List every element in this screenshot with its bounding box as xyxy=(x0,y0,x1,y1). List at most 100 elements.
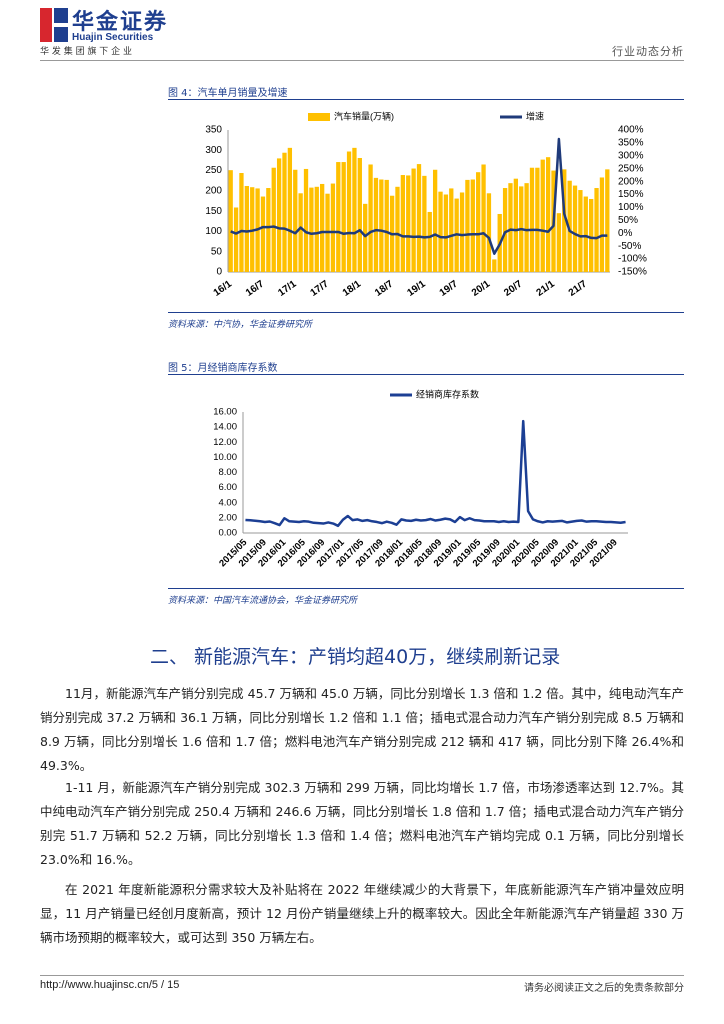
y-tick-label: 6.00 xyxy=(219,482,238,493)
legend-label: 经销商库存系数 xyxy=(416,388,479,399)
caption-rule xyxy=(168,99,684,100)
paragraph: 1-11 月，新能源汽车产销分别完成 302.3 万辆和 299 万辆，同比均增… xyxy=(40,780,684,867)
bar xyxy=(341,162,346,272)
caption-rule xyxy=(168,374,684,375)
bar xyxy=(508,183,513,272)
x-tick-label: 17/7 xyxy=(309,278,332,298)
tagline: 华 发 集 团 旗 下 企 业 xyxy=(40,47,133,57)
y-tick-label: 4.00 xyxy=(219,497,238,508)
report-type: 行业动态分析 xyxy=(612,45,684,58)
bar xyxy=(239,173,244,272)
bar xyxy=(233,207,239,272)
legend-label: 汽车销量(万辆) xyxy=(334,110,394,121)
bar xyxy=(459,192,465,272)
bar xyxy=(492,259,497,272)
x-tick-label: 17/1 xyxy=(276,278,299,298)
figure-source: 资料来源：中国汽车流通协会，华金证券研究所 xyxy=(168,596,358,606)
bar xyxy=(562,169,567,272)
section-title: 二、 新能源汽车：产销均超40万，继续刷新记录 xyxy=(150,646,561,668)
bar xyxy=(400,175,406,272)
bar xyxy=(449,188,454,272)
y-tick-label: 14.00 xyxy=(213,422,237,433)
y-tick-label: 100 xyxy=(205,226,222,237)
charts: 0 50 100 150 200 250 300 350 -150% -100% -50% 0% 50%… xyxy=(205,110,647,569)
bar xyxy=(481,164,486,272)
bar xyxy=(589,198,594,272)
source-rule xyxy=(168,588,684,589)
source-rule xyxy=(168,312,684,313)
y-tick-label: 50 xyxy=(211,246,223,257)
bar xyxy=(438,191,443,272)
brand-cn: 华金证券 xyxy=(72,10,169,35)
y2-tick-label: 400% xyxy=(618,125,644,136)
bar xyxy=(529,167,535,272)
bar xyxy=(567,180,572,272)
bar xyxy=(303,168,309,272)
bar xyxy=(578,190,583,272)
bar xyxy=(346,151,352,272)
bar xyxy=(572,185,578,272)
bar xyxy=(406,175,411,272)
bar xyxy=(605,169,610,272)
bar xyxy=(465,179,470,272)
bar xyxy=(336,162,341,272)
bar xyxy=(330,183,336,272)
y2-tick-label: 350% xyxy=(618,138,644,149)
x-tick-label: 18/1 xyxy=(341,278,364,298)
bar xyxy=(513,178,518,272)
y-tick-label: 16.00 xyxy=(213,407,237,418)
x-tick-label: 18/7 xyxy=(373,278,396,298)
x-tick-label: 19/1 xyxy=(405,278,428,298)
bar xyxy=(422,175,427,272)
bar xyxy=(228,170,233,272)
x-tick-label: 16/7 xyxy=(244,278,267,298)
y-tick-label: 10.00 xyxy=(213,452,237,463)
bar xyxy=(384,179,389,272)
footer-rule xyxy=(40,975,684,976)
bar xyxy=(535,167,540,272)
bar xyxy=(443,194,449,272)
bar xyxy=(470,179,475,272)
bar xyxy=(309,187,314,272)
figure-caption: 图 5：月经销商库存系数 xyxy=(168,363,278,374)
brand-en: Huajin Securities xyxy=(72,32,154,43)
bar xyxy=(594,188,599,272)
y2-tick-label: 100% xyxy=(618,202,644,213)
y-tick-label: 300 xyxy=(205,145,222,156)
bar xyxy=(540,159,545,272)
bar xyxy=(282,152,287,272)
bar xyxy=(486,193,492,272)
bar xyxy=(524,183,529,272)
bar xyxy=(260,196,266,272)
x-tick-label: 16/1 xyxy=(212,278,235,298)
bar xyxy=(314,186,319,272)
bar xyxy=(599,177,605,272)
y2-tick-label: 150% xyxy=(618,189,644,200)
footer-url: http://www.huajinsc.cn/5 / 15 xyxy=(40,979,180,991)
bar xyxy=(298,193,303,272)
y2-tick-label: 0% xyxy=(618,228,633,239)
bar xyxy=(368,164,373,272)
y2-tick-label: 200% xyxy=(618,176,644,187)
y-tick-label: 150 xyxy=(205,206,222,217)
bar xyxy=(395,186,400,272)
y-tick-label: 12.00 xyxy=(213,437,237,448)
x-tick-label: 21/7 xyxy=(567,278,590,298)
bar xyxy=(545,157,551,272)
bar xyxy=(276,158,282,272)
bar xyxy=(293,169,298,272)
legend-label: 增速 xyxy=(526,110,544,121)
y-tick-label: 350 xyxy=(205,125,222,136)
logo-mark xyxy=(40,8,68,42)
y2-tick-label: -50% xyxy=(618,241,641,252)
bar xyxy=(583,196,588,272)
y-tick-label: 250 xyxy=(205,165,222,176)
line xyxy=(245,419,626,528)
bar xyxy=(502,188,508,272)
y2-tick-label: 250% xyxy=(618,163,644,174)
bar xyxy=(476,172,481,272)
legend-swatch xyxy=(308,113,330,121)
bar xyxy=(432,169,438,272)
bar xyxy=(363,203,368,272)
